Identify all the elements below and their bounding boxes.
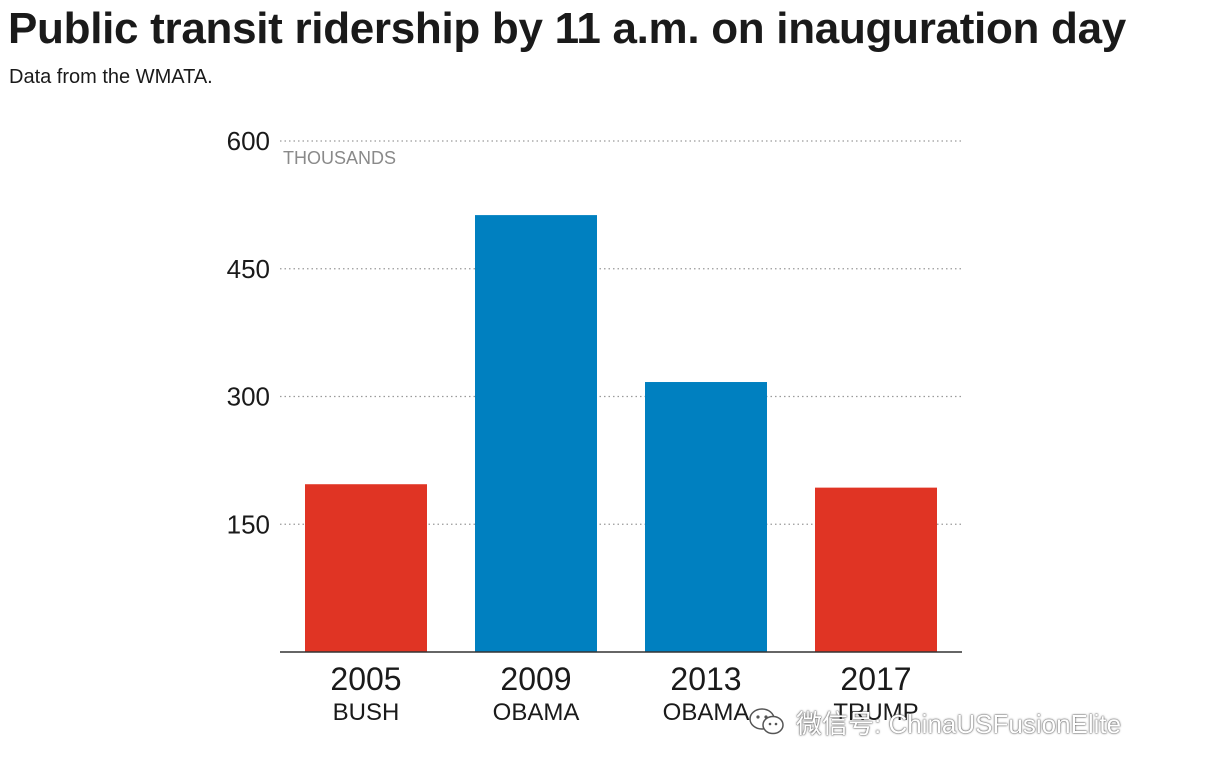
x-tick-label-2005: 2005 [330, 661, 401, 697]
bar-2009 [475, 215, 597, 652]
bar-2017 [815, 487, 937, 652]
watermark-text: 微信号: ChinaUSFusionElite [796, 708, 1122, 739]
x-sublabel-2005: BUSH [333, 699, 400, 726]
y-tick-label-150: 150 [227, 509, 270, 539]
grid-lines [280, 140, 962, 525]
y-tick-label-300: 300 [227, 382, 270, 412]
bar-2005 [305, 484, 427, 652]
x-sublabel-2013: OBAMA [663, 699, 750, 726]
watermark: 微信号: ChinaUSFusionElite [748, 700, 1121, 744]
bars [305, 215, 937, 652]
x-tick-label-2013: 2013 [670, 661, 741, 697]
x-sublabel-2017: TRUMP [833, 699, 918, 726]
y-axis-unit-label: THOUSANDS [283, 148, 396, 168]
chart-subtitle: Data from the WMATA. [9, 66, 213, 88]
y-tick-label-450: 450 [227, 254, 270, 284]
x-tick-label-2017: 2017 [840, 661, 911, 697]
chart-title: Public transit ridership by 11 a.m. on i… [8, 4, 1126, 53]
y-axis-ticks: 150 300 450 600 [227, 126, 270, 539]
bar-2013 [645, 382, 767, 652]
x-sublabel-2009: OBAMA [493, 699, 580, 726]
wechat-logo-icon [748, 706, 786, 738]
x-tick-label-2009: 2009 [500, 661, 571, 697]
y-tick-label-600: 600 [227, 126, 270, 156]
